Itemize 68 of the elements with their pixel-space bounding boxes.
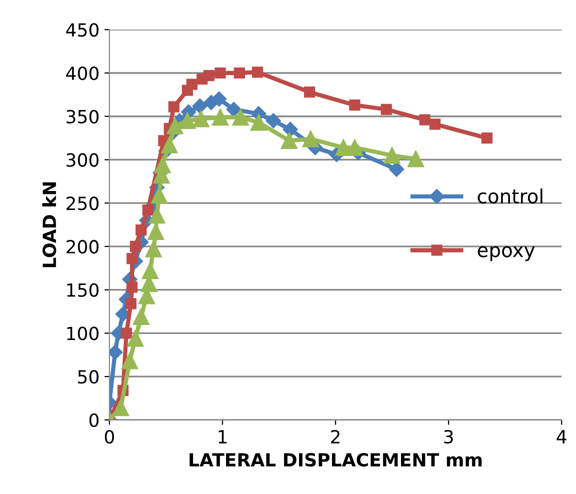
- legend-label: control: [478, 188, 542, 204]
- point: [168, 101, 180, 112]
- point: [161, 136, 178, 154]
- point: [203, 70, 214, 82]
- point: [304, 86, 316, 98]
- point: [212, 108, 229, 126]
- point: [481, 132, 493, 144]
- point: [388, 162, 404, 177]
- y-tick-label: 400: [66, 66, 99, 80]
- x-tick-label: 2: [331, 430, 340, 444]
- point: [130, 240, 141, 252]
- point: [126, 253, 138, 264]
- point: [429, 118, 441, 130]
- point: [282, 122, 298, 137]
- y-tick-label: 450: [66, 23, 99, 37]
- point: [214, 67, 226, 79]
- point: [192, 98, 208, 114]
- point: [226, 102, 242, 117]
- y-axis-title: LOAD kN: [42, 182, 56, 268]
- point: [250, 114, 267, 131]
- point: [380, 104, 392, 115]
- point: [150, 186, 168, 204]
- point: [121, 352, 138, 370]
- point: [154, 156, 171, 174]
- point: [147, 223, 164, 240]
- point: [120, 328, 132, 339]
- point: [142, 204, 154, 216]
- point: [234, 67, 245, 79]
- point: [280, 132, 298, 149]
- y-tick-label: 350: [66, 110, 99, 124]
- x-tick-label: 0: [104, 430, 114, 444]
- point: [346, 139, 364, 156]
- x-tick-label: 3: [444, 430, 453, 444]
- y-tick-label: 100: [67, 326, 99, 340]
- point: [112, 399, 130, 416]
- point: [109, 344, 123, 360]
- x-axis-title: LATERAL DISPLACEMENT mm: [190, 452, 482, 467]
- point: [192, 110, 210, 128]
- point: [252, 66, 264, 78]
- y-tick-label: 150: [67, 283, 99, 297]
- point: [302, 130, 319, 148]
- y-tick-label: 50: [78, 370, 99, 384]
- point: [384, 147, 400, 164]
- point: [136, 224, 147, 236]
- point: [179, 112, 196, 130]
- y-tick-label: 250: [66, 196, 99, 210]
- legend-label: epoxy: [478, 246, 535, 262]
- point: [166, 118, 184, 134]
- point: [212, 91, 227, 107]
- point: [335, 139, 352, 156]
- point: [132, 308, 150, 326]
- y-tick-label: 200: [66, 240, 99, 254]
- point: [127, 330, 144, 347]
- point: [232, 108, 249, 126]
- point: [145, 240, 162, 258]
- y-tick-label: 300: [66, 153, 99, 167]
- point: [419, 114, 430, 126]
- point: [126, 282, 138, 293]
- point: [125, 298, 136, 310]
- point: [349, 100, 360, 111]
- point: [266, 113, 281, 128]
- point: [142, 262, 158, 280]
- x-tick-label: 4: [556, 430, 566, 444]
- x-tick-label: 1: [218, 430, 227, 444]
- point: [186, 78, 198, 90]
- y-tick-label: 0: [89, 413, 99, 428]
- point: [148, 206, 166, 224]
- point: [407, 150, 424, 168]
